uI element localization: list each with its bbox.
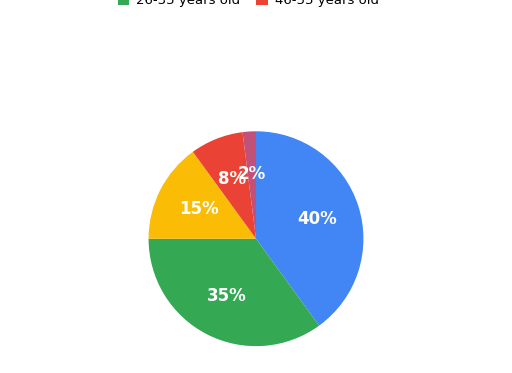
Text: 35%: 35% [207,287,247,305]
Text: 15%: 15% [179,200,219,219]
Legend: 13-25 years old, 26-35 years old, 36-45 years old, 46-55 years old, Over 55 year: 13-25 years old, 26-35 years old, 36-45 … [115,0,512,9]
Wedge shape [148,239,319,346]
Wedge shape [256,131,364,326]
Wedge shape [243,131,256,239]
Text: 8%: 8% [218,170,246,188]
Text: 2%: 2% [238,165,266,184]
Text: 40%: 40% [297,210,337,228]
Wedge shape [193,132,256,239]
Wedge shape [148,152,256,239]
